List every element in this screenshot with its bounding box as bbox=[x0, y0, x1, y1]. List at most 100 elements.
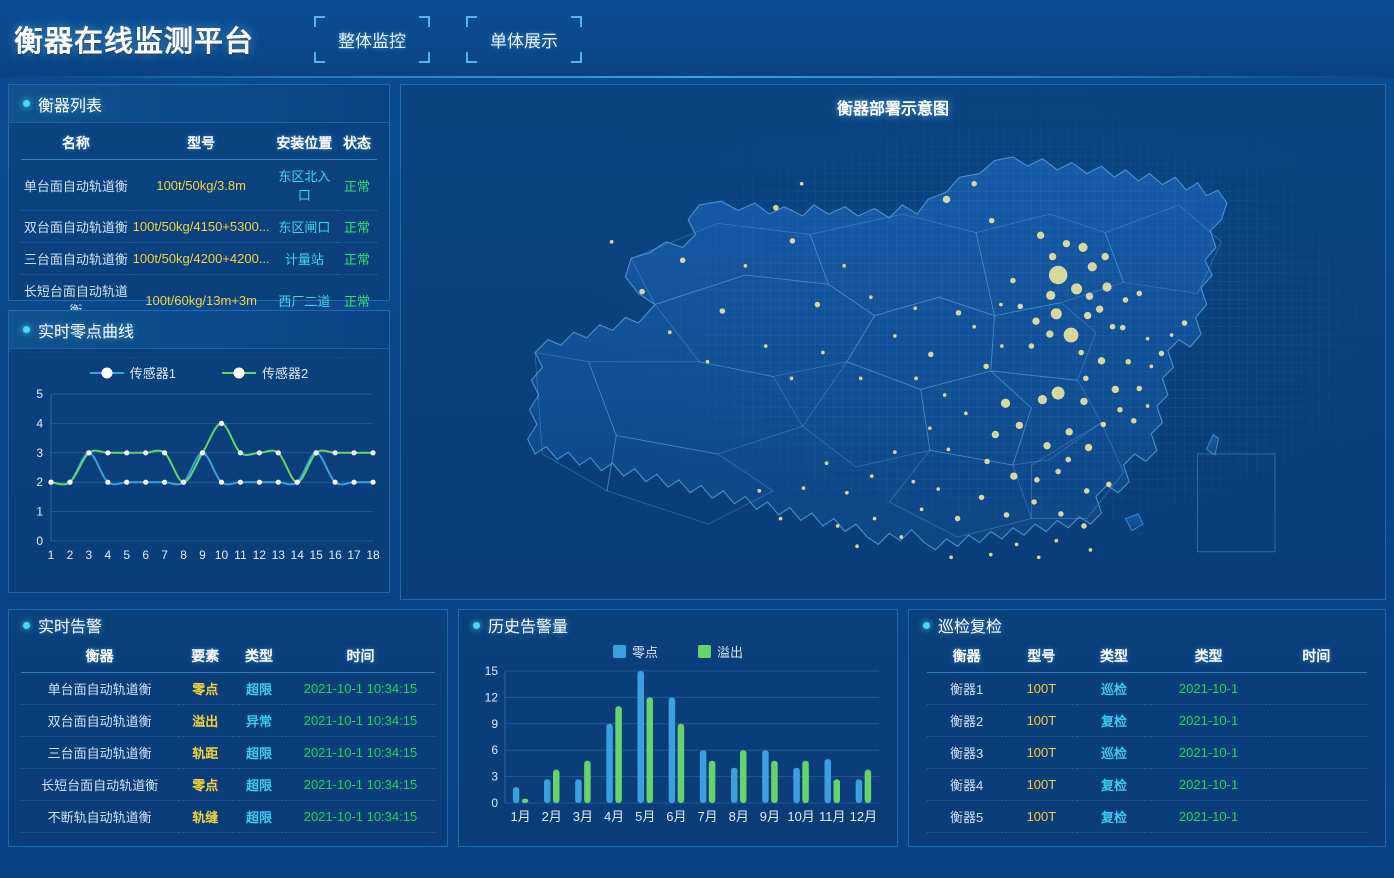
map-point[interactable] bbox=[1119, 324, 1126, 331]
map-point[interactable] bbox=[1087, 262, 1097, 272]
map-point[interactable] bbox=[821, 350, 825, 355]
map-point[interactable] bbox=[1149, 364, 1154, 369]
map-point[interactable] bbox=[914, 376, 918, 381]
map-point[interactable] bbox=[983, 363, 989, 370]
map-point[interactable] bbox=[946, 447, 951, 452]
map-point[interactable] bbox=[824, 461, 829, 466]
map-point[interactable] bbox=[991, 430, 1000, 439]
map-point[interactable] bbox=[1062, 239, 1071, 248]
map-point[interactable] bbox=[1000, 398, 1011, 408]
map-point[interactable] bbox=[719, 308, 726, 314]
tab-single-display[interactable]: 单体展示 bbox=[466, 15, 583, 63]
map-point[interactable] bbox=[1095, 305, 1104, 313]
map-point[interactable] bbox=[1125, 358, 1131, 365]
map-point[interactable] bbox=[936, 487, 941, 491]
map-point[interactable] bbox=[1037, 394, 1048, 405]
map-point[interactable] bbox=[789, 376, 794, 381]
map-point[interactable] bbox=[1014, 542, 1019, 547]
map-point[interactable] bbox=[1058, 511, 1064, 517]
map-point[interactable] bbox=[1046, 290, 1056, 300]
map-point[interactable] bbox=[743, 263, 748, 268]
map-point[interactable] bbox=[1101, 252, 1109, 261]
map-point[interactable] bbox=[1081, 523, 1087, 529]
table-row[interactable]: 三台面自动轨道衡 100t/50kg/4200+4200... 计量站 正常 bbox=[21, 242, 377, 275]
table-row[interactable]: 衡器2 100T 复检 2021-10-1 bbox=[927, 704, 1367, 737]
map-point[interactable] bbox=[1036, 555, 1041, 560]
map-point[interactable] bbox=[1046, 330, 1054, 338]
map-point[interactable] bbox=[1088, 548, 1093, 552]
table-row[interactable]: 衡器5 100T 复检 2021-10-1 bbox=[927, 800, 1367, 833]
map-point[interactable] bbox=[1158, 350, 1165, 357]
table-row[interactable]: 长短台面自动轨道衡 零点 超限 2021-10-1 10:34:15 bbox=[21, 768, 435, 801]
map-point[interactable] bbox=[705, 359, 710, 364]
map-point[interactable] bbox=[1117, 406, 1123, 413]
map-point[interactable] bbox=[789, 238, 796, 244]
table-row[interactable]: 不断轨自动轨道衡 轨缝 超限 2021-10-1 10:34:15 bbox=[21, 800, 435, 833]
map-point[interactable] bbox=[1097, 357, 1106, 365]
map-point[interactable] bbox=[1050, 308, 1062, 320]
map-point[interactable] bbox=[1083, 488, 1090, 494]
map-point[interactable] bbox=[942, 393, 947, 397]
map-point[interactable] bbox=[872, 516, 877, 521]
map-point[interactable] bbox=[1055, 468, 1061, 475]
map-stage[interactable]: 衡器部署示意图 bbox=[401, 85, 1385, 561]
map-point[interactable] bbox=[773, 204, 779, 211]
map-point[interactable] bbox=[1048, 252, 1057, 261]
map-point[interactable] bbox=[858, 376, 863, 381]
map-point[interactable] bbox=[913, 306, 917, 311]
map-point[interactable] bbox=[972, 324, 977, 329]
map-point[interactable] bbox=[1083, 375, 1089, 382]
map-point[interactable] bbox=[1083, 311, 1092, 320]
map-point[interactable] bbox=[842, 263, 846, 268]
map-point[interactable] bbox=[949, 555, 953, 560]
map-point[interactable] bbox=[1078, 349, 1084, 356]
map-point[interactable] bbox=[1122, 297, 1129, 303]
table-row[interactable]: 单台面自动轨道衡 100t/50kg/3.8m 东区北入口 正常 bbox=[21, 159, 377, 211]
map-point[interactable] bbox=[1036, 231, 1045, 240]
map-point[interactable] bbox=[799, 181, 804, 186]
map-point[interactable] bbox=[942, 195, 951, 204]
map-point[interactable] bbox=[1080, 397, 1088, 406]
map-point[interactable] bbox=[1017, 303, 1024, 310]
map-point[interactable] bbox=[1078, 242, 1088, 252]
map-point[interactable] bbox=[1111, 385, 1120, 394]
table-row[interactable]: 三台面自动轨道衡 轨距 超限 2021-10-1 10:34:15 bbox=[21, 736, 435, 769]
map-point[interactable] bbox=[1106, 481, 1112, 488]
map-point[interactable] bbox=[1032, 317, 1040, 325]
map-point[interactable] bbox=[955, 310, 962, 316]
legend-item[interactable]: 零点 bbox=[612, 642, 658, 661]
map-point[interactable] bbox=[1145, 336, 1150, 341]
map-point[interactable] bbox=[1131, 418, 1137, 424]
map-point[interactable] bbox=[984, 458, 990, 465]
map-point[interactable] bbox=[1054, 538, 1059, 543]
map-point[interactable] bbox=[667, 330, 672, 335]
map-point[interactable] bbox=[893, 450, 897, 454]
map-point[interactable] bbox=[928, 351, 934, 358]
map-point[interactable] bbox=[679, 257, 686, 264]
map-point[interactable] bbox=[1000, 344, 1004, 348]
map-point[interactable] bbox=[1085, 292, 1094, 300]
map-point[interactable] bbox=[899, 535, 904, 539]
map-point[interactable] bbox=[928, 426, 932, 431]
map-point[interactable] bbox=[845, 490, 849, 495]
map-point[interactable] bbox=[1010, 277, 1016, 284]
map-point[interactable] bbox=[1003, 512, 1010, 518]
table-row[interactable]: 单台面自动轨道衡 零点 超限 2021-10-1 10:34:15 bbox=[21, 672, 435, 705]
map-point[interactable] bbox=[1100, 421, 1107, 428]
map-point[interactable] bbox=[814, 301, 821, 308]
table-row[interactable]: 双台面自动轨道衡 溢出 异常 2021-10-1 10:34:15 bbox=[21, 704, 435, 737]
map-point[interactable] bbox=[988, 217, 995, 224]
map-point[interactable] bbox=[999, 302, 1003, 307]
map-point[interactable] bbox=[971, 180, 977, 187]
map-point[interactable] bbox=[1145, 404, 1150, 408]
map-point[interactable] bbox=[1065, 456, 1072, 463]
map-point[interactable] bbox=[911, 479, 916, 484]
map-point[interactable] bbox=[869, 474, 874, 478]
map-point[interactable] bbox=[1031, 499, 1037, 505]
map-point[interactable] bbox=[869, 295, 873, 300]
map-point[interactable] bbox=[919, 507, 924, 512]
map-point[interactable] bbox=[835, 524, 840, 528]
map-point[interactable] bbox=[801, 486, 806, 490]
map-point[interactable] bbox=[978, 494, 985, 501]
legend-item[interactable]: 溢出 bbox=[698, 642, 743, 661]
